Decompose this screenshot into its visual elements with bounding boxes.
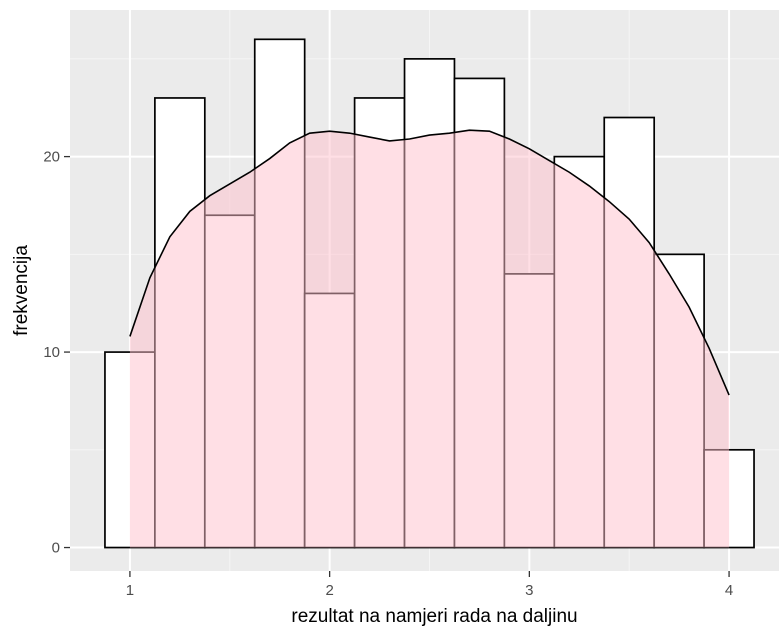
x-axis-ticks: 1 2 3 4 — [126, 571, 733, 599]
y-axis-title: frekvencija — [11, 245, 32, 336]
x-tick-label: 4 — [725, 582, 733, 599]
y-axis-ticks: 0 10 20 — [43, 149, 70, 557]
density-area — [129, 130, 730, 548]
x-tick-label: 1 — [126, 582, 134, 599]
density-layer — [129, 129, 730, 548]
y-tick-label: 0 — [52, 540, 60, 557]
x-tick-label: 3 — [525, 582, 533, 599]
y-tick-label: 20 — [43, 149, 60, 166]
x-axis-title: rezultat na namjeri rada na daljinu — [291, 606, 577, 627]
x-tick-label: 2 — [325, 582, 333, 599]
y-tick-label: 10 — [43, 344, 60, 361]
density-curve-line — [129, 129, 730, 396]
